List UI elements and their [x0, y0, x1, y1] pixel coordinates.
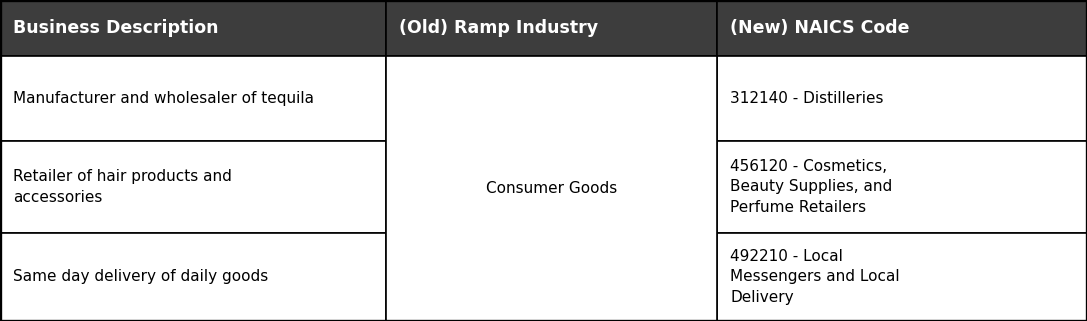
Bar: [0, 233, 386, 321]
Bar: [717, 56, 1087, 141]
Text: 312140 - Distilleries: 312140 - Distilleries: [730, 91, 884, 106]
Bar: [0, 0, 386, 56]
Text: 456120 - Cosmetics,
Beauty Supplies, and
Perfume Retailers: 456120 - Cosmetics, Beauty Supplies, and…: [730, 159, 892, 215]
Bar: [0, 141, 386, 233]
Text: Consumer Goods: Consumer Goods: [486, 181, 617, 196]
Text: Business Description: Business Description: [13, 19, 218, 37]
Bar: [386, 56, 717, 321]
Text: 492210 - Local
Messengers and Local
Delivery: 492210 - Local Messengers and Local Deli…: [730, 249, 900, 305]
Text: (New) NAICS Code: (New) NAICS Code: [730, 19, 910, 37]
Bar: [717, 0, 1087, 56]
Bar: [386, 0, 717, 56]
Bar: [717, 141, 1087, 233]
Text: Manufacturer and wholesaler of tequila: Manufacturer and wholesaler of tequila: [13, 91, 314, 106]
Bar: [0, 56, 386, 141]
Text: (Old) Ramp Industry: (Old) Ramp Industry: [399, 19, 598, 37]
Text: Retailer of hair products and
accessories: Retailer of hair products and accessorie…: [13, 169, 232, 205]
Bar: [717, 233, 1087, 321]
Text: Same day delivery of daily goods: Same day delivery of daily goods: [13, 269, 268, 284]
